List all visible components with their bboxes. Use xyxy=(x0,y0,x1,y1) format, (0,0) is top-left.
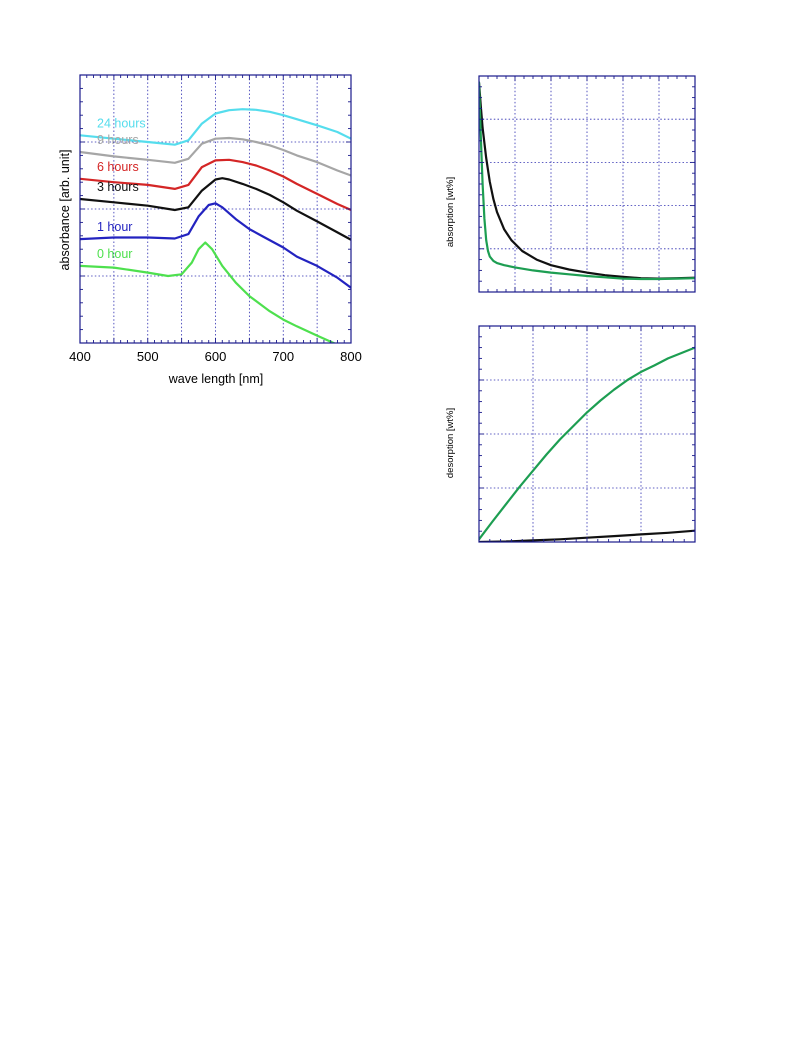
absorption-panel: absorption [wt%] xyxy=(445,75,696,293)
absorbance-spectra-panel: 24 hours 9 hours 6 hours 3 hours 1 hour 0 hou… xyxy=(58,74,362,386)
absorbance-series-line xyxy=(80,158,351,212)
absorbance-ticks xyxy=(79,74,352,344)
absorption-series-line xyxy=(479,81,695,281)
series-label: 6 hours xyxy=(97,160,139,174)
absorbance-series-line xyxy=(80,241,337,343)
series-label: 0 hour xyxy=(97,247,132,261)
desorption-y-axis-title: desorption [wt%] xyxy=(445,408,456,478)
absorbance-series-line xyxy=(80,136,351,177)
desorption-grid xyxy=(479,326,695,542)
absorbance-x-tick-label: 400 xyxy=(69,349,91,364)
absorbance-y-axis-title: absorbance [arb. unit] xyxy=(58,150,72,271)
desorption-ticks xyxy=(478,325,696,543)
absorbance-series-labels: 24 hours 9 hours 6 hours 3 hours 1 hour 0 hou… xyxy=(97,116,146,261)
absorbance-x-tick-labels: 400 500 600 700 800 xyxy=(69,349,362,364)
absorbance-grid xyxy=(80,75,351,343)
series-label: 24 hours xyxy=(97,116,146,130)
absorbance-series-line xyxy=(80,177,351,241)
absorbance-x-axis-title: wave length [nm] xyxy=(168,372,264,386)
absorbance-x-tick-label: 800 xyxy=(340,349,362,364)
absorption-series-lines xyxy=(479,81,695,281)
series-label: 1 hour xyxy=(97,220,132,234)
absorbance-series-lines xyxy=(80,108,351,343)
absorption-y-axis-title: absorption [wt%] xyxy=(445,177,456,247)
absorbance-series-line xyxy=(80,202,351,289)
absorbance-x-tick-label: 700 xyxy=(272,349,294,364)
series-label: 3 hours xyxy=(97,180,139,194)
absorbance-x-tick-label: 600 xyxy=(205,349,227,364)
desorption-panel: desorption [wt%] xyxy=(445,325,696,543)
absorption-ticks xyxy=(478,75,696,293)
absorbance-series-line xyxy=(80,108,351,146)
series-label: 9 hours xyxy=(97,133,139,147)
desorption-series-line xyxy=(479,346,695,541)
absorbance-x-tick-label: 500 xyxy=(137,349,159,364)
absorption-grid xyxy=(479,76,695,292)
